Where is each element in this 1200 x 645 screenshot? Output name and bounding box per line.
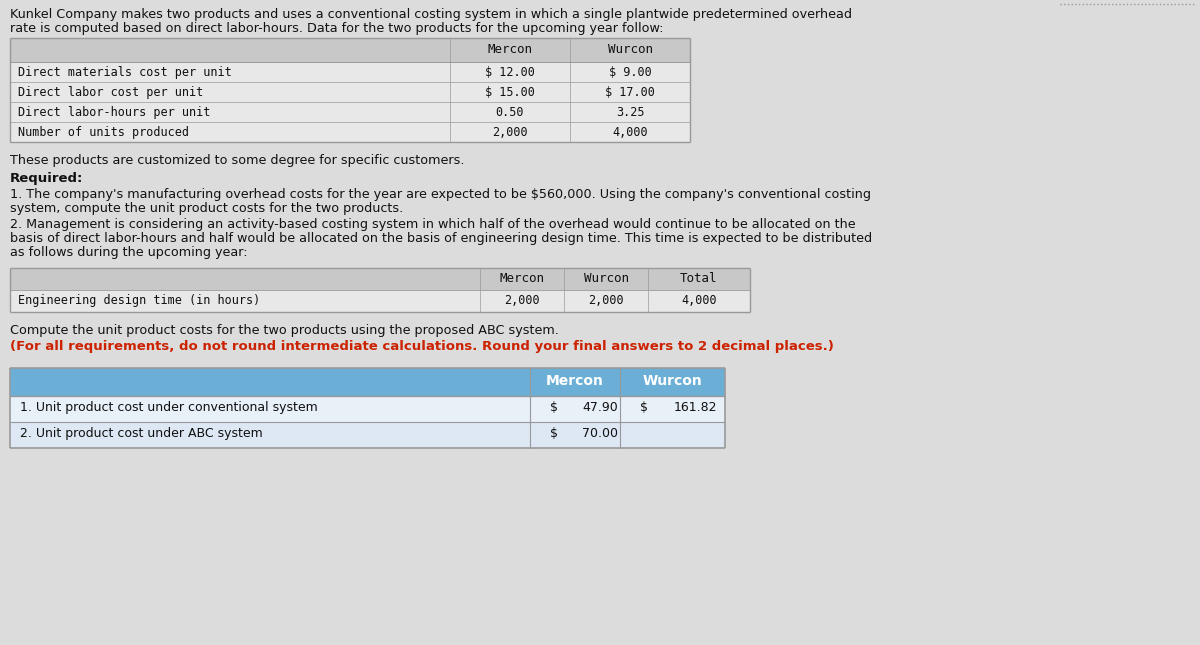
Bar bbox=[10, 290, 750, 312]
Text: Direct materials cost per unit: Direct materials cost per unit bbox=[18, 66, 232, 79]
Bar bbox=[10, 62, 690, 82]
Text: Mercon: Mercon bbox=[546, 374, 604, 388]
Bar bbox=[10, 422, 725, 448]
Text: Wurcon: Wurcon bbox=[607, 43, 653, 56]
Bar bbox=[10, 82, 690, 102]
Text: Compute the unit product costs for the two products using the proposed ABC syste: Compute the unit product costs for the t… bbox=[10, 324, 559, 337]
Text: Direct labor-hours per unit: Direct labor-hours per unit bbox=[18, 106, 210, 119]
Bar bbox=[10, 396, 725, 422]
Bar bbox=[10, 122, 690, 142]
Text: 2,000: 2,000 bbox=[492, 126, 528, 139]
Text: 4,000: 4,000 bbox=[682, 294, 716, 307]
Text: Direct labor cost per unit: Direct labor cost per unit bbox=[18, 86, 203, 99]
Text: $ 9.00: $ 9.00 bbox=[608, 66, 652, 79]
Bar bbox=[10, 38, 690, 62]
Text: system, compute the unit product costs for the two products.: system, compute the unit product costs f… bbox=[10, 202, 403, 215]
Text: 2. Unit product cost under ABC system: 2. Unit product cost under ABC system bbox=[20, 427, 263, 440]
Text: 2,000: 2,000 bbox=[504, 294, 540, 307]
Text: These products are customized to some degree for specific customers.: These products are customized to some de… bbox=[10, 154, 464, 167]
Text: $ 15.00: $ 15.00 bbox=[485, 86, 535, 99]
Text: Kunkel Company makes two products and uses a conventional costing system in whic: Kunkel Company makes two products and us… bbox=[10, 8, 852, 21]
Text: 1. Unit product cost under conventional system: 1. Unit product cost under conventional … bbox=[20, 401, 318, 414]
Text: Mercon: Mercon bbox=[487, 43, 533, 56]
Text: $ 12.00: $ 12.00 bbox=[485, 66, 535, 79]
Text: 3.25: 3.25 bbox=[616, 106, 644, 119]
Text: 161.82: 161.82 bbox=[673, 401, 718, 414]
Text: Wurcon: Wurcon bbox=[583, 272, 629, 285]
Text: Mercon: Mercon bbox=[499, 272, 545, 285]
Text: $: $ bbox=[640, 401, 648, 414]
Text: (For all requirements, do not round intermediate calculations. Round your final : (For all requirements, do not round inte… bbox=[10, 340, 834, 353]
Text: $ 17.00: $ 17.00 bbox=[605, 86, 655, 99]
Bar bbox=[10, 38, 690, 142]
Text: 0.50: 0.50 bbox=[496, 106, 524, 119]
Text: Required:: Required: bbox=[10, 172, 83, 185]
Bar bbox=[10, 368, 725, 396]
Text: 1. The company's manufacturing overhead costs for the year are expected to be $5: 1. The company's manufacturing overhead … bbox=[10, 188, 871, 201]
Text: rate is computed based on direct labor-hours. Data for the two products for the : rate is computed based on direct labor-h… bbox=[10, 22, 664, 35]
Text: 2. Management is considering an activity-based costing system in which half of t: 2. Management is considering an activity… bbox=[10, 218, 856, 231]
Text: 2,000: 2,000 bbox=[588, 294, 624, 307]
Text: $: $ bbox=[550, 401, 558, 414]
Bar bbox=[10, 268, 750, 290]
Text: basis of direct labor-hours and half would be allocated on the basis of engineer: basis of direct labor-hours and half wou… bbox=[10, 232, 872, 245]
Text: Engineering design time (in hours): Engineering design time (in hours) bbox=[18, 294, 260, 307]
Text: as follows during the upcoming year:: as follows during the upcoming year: bbox=[10, 246, 247, 259]
Text: Wurcon: Wurcon bbox=[643, 374, 702, 388]
Text: 4,000: 4,000 bbox=[612, 126, 648, 139]
Text: Number of units produced: Number of units produced bbox=[18, 126, 190, 139]
Text: 70.00: 70.00 bbox=[582, 427, 618, 440]
Text: Total: Total bbox=[680, 272, 718, 285]
Text: 47.90: 47.90 bbox=[582, 401, 618, 414]
Text: $: $ bbox=[550, 427, 558, 440]
Bar bbox=[10, 102, 690, 122]
